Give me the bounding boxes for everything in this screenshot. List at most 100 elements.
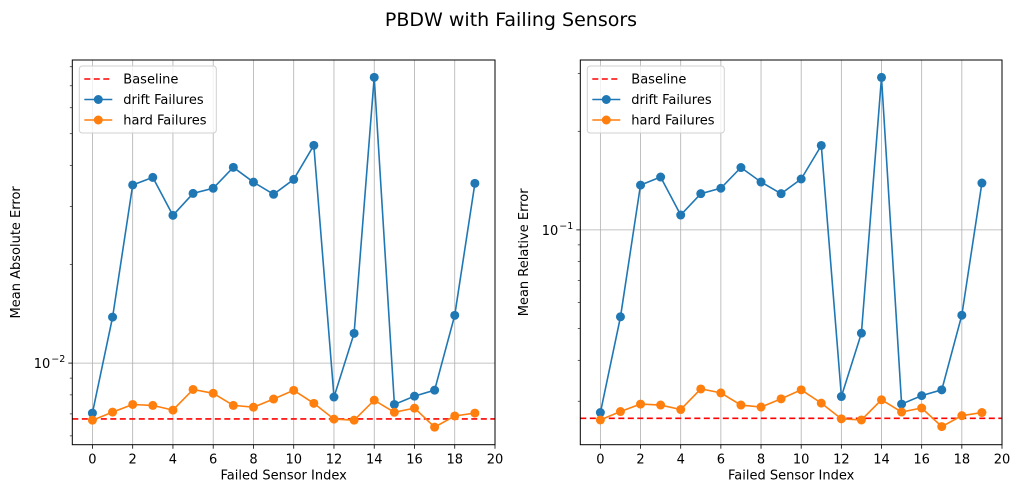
data-point-drift — [269, 189, 279, 199]
data-point-drift — [736, 163, 746, 173]
legend-drift-marker-icon — [93, 95, 103, 104]
data-point-hard — [615, 407, 625, 417]
data-point-hard — [776, 394, 786, 404]
data-point-drift — [816, 140, 826, 150]
x-tick-label: 18 — [446, 453, 463, 468]
data-point-drift — [289, 174, 299, 184]
data-point-hard — [736, 400, 746, 410]
data-point-drift — [595, 408, 605, 418]
data-point-drift — [430, 385, 440, 395]
y-tick-label: 10 — [34, 357, 51, 372]
legend-box — [586, 65, 725, 134]
data-point-hard — [937, 422, 947, 432]
data-point-hard — [389, 407, 399, 417]
data-point-hard — [248, 402, 258, 412]
data-point-drift — [470, 178, 480, 188]
legend-hard-marker-icon — [601, 115, 611, 125]
legend-hard-label: hard Failures — [123, 114, 206, 129]
axes-frame — [579, 59, 1003, 446]
x-tick-label: 0 — [596, 453, 604, 468]
data-point-hard — [228, 400, 238, 410]
axes-frame — [71, 59, 496, 446]
data-point-drift — [696, 189, 706, 199]
data-point-hard — [636, 399, 646, 409]
data-point-hard — [269, 394, 279, 404]
x-tick-label: 4 — [169, 453, 177, 468]
y-tick-base: 10 — [542, 224, 559, 239]
data-point-drift — [148, 172, 158, 182]
data-point-hard — [329, 414, 339, 424]
data-point-hard — [816, 398, 826, 408]
data-point-drift — [615, 312, 625, 322]
data-point-drift — [937, 385, 947, 395]
data-point-drift — [128, 180, 138, 190]
legend-hard-label: hard Failures — [631, 114, 714, 129]
data-point-hard — [470, 408, 480, 418]
data-point-drift — [329, 392, 339, 402]
data-point-hard — [676, 405, 686, 415]
data-point-drift — [248, 177, 258, 187]
data-point-drift — [228, 162, 238, 172]
legend-drift-marker-icon — [601, 95, 611, 104]
y-tick-exponent: −1 — [559, 221, 573, 232]
data-point-drift — [636, 180, 646, 190]
x-axis-label: Failed Sensor Index — [728, 469, 855, 484]
data-point-hard — [309, 398, 319, 408]
x-tick-label: 20 — [994, 453, 1011, 468]
x-tick-label: 4 — [677, 453, 685, 468]
data-point-hard — [716, 388, 726, 398]
x-tick-label: 12 — [326, 453, 343, 468]
data-point-hard — [188, 384, 198, 394]
data-point-drift — [836, 392, 846, 402]
data-point-hard — [450, 411, 460, 421]
x-tick-label: 10 — [285, 453, 302, 468]
data-point-hard — [349, 415, 359, 425]
data-point-drift — [389, 399, 399, 409]
data-point-drift — [87, 408, 97, 418]
data-point-hard — [656, 400, 666, 410]
x-tick-label: 12 — [833, 453, 850, 468]
data-point-hard — [409, 403, 419, 413]
data-point-drift — [877, 72, 887, 82]
data-point-hard — [108, 407, 118, 417]
legend-baseline-label: Baseline — [123, 73, 178, 88]
legend-hard-marker-icon — [93, 115, 103, 125]
y-axis-label: Mean Absolute Error — [9, 186, 24, 319]
data-point-drift — [409, 391, 419, 401]
x-tick-label: 6 — [717, 453, 725, 468]
data-point-hard — [148, 400, 158, 410]
data-point-drift — [208, 183, 218, 193]
data-point-drift — [450, 310, 460, 320]
data-point-hard — [208, 388, 218, 398]
x-tick-label: 8 — [757, 453, 765, 468]
data-point-hard — [595, 415, 605, 425]
x-tick-label: 8 — [249, 453, 257, 468]
data-point-drift — [676, 210, 686, 220]
data-point-drift — [796, 174, 806, 184]
data-point-drift — [776, 189, 786, 199]
data-point-drift — [656, 172, 666, 182]
legend-drift-label: drift Failures — [123, 93, 204, 108]
x-tick-label: 0 — [88, 453, 96, 468]
legend-drift-label: drift Failures — [631, 93, 712, 108]
data-point-hard — [977, 408, 987, 418]
data-point-hard — [836, 414, 846, 424]
x-tick-label: 6 — [209, 453, 217, 468]
data-point-hard — [430, 422, 440, 432]
y-tick-exponent: −2 — [51, 354, 65, 365]
legend-baseline-label: Baseline — [631, 73, 686, 88]
data-point-drift — [856, 328, 866, 338]
data-point-hard — [796, 385, 806, 395]
figure-title: PBDW with Failing Sensors — [385, 9, 637, 31]
data-point-drift — [716, 183, 726, 193]
data-point-drift — [917, 391, 927, 401]
x-tick-label: 10 — [793, 453, 810, 468]
data-point-drift — [168, 210, 178, 220]
legend: Baseline drift Failures hard Failures — [586, 65, 725, 134]
data-point-hard — [917, 403, 927, 413]
data-point-hard — [87, 415, 97, 425]
data-point-hard — [856, 415, 866, 425]
data-point-drift — [349, 328, 359, 338]
